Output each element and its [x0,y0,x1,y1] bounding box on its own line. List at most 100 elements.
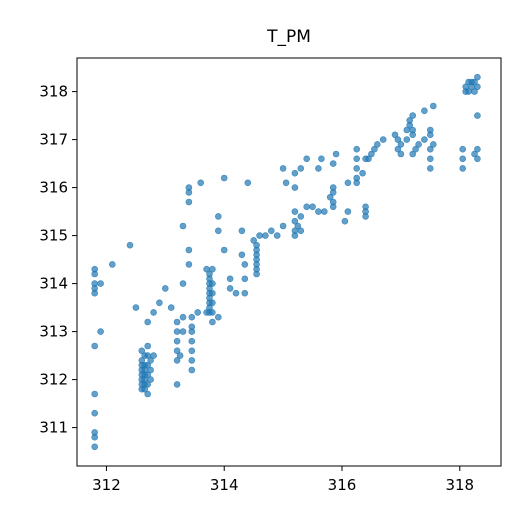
scatter-point [297,213,305,220]
scatter-point [176,352,184,359]
scatter-point [91,409,98,417]
scatter-point [394,136,402,143]
scatter-point [147,366,154,374]
scatter-point [138,357,146,364]
scatter-point [332,150,340,158]
scatter-point [179,280,187,287]
scatter-point [179,328,187,335]
scatter-point [220,246,228,254]
scatter-point [315,208,322,215]
scatter-point [315,165,322,172]
scatter-point [474,112,481,119]
scatter-point [397,141,405,148]
scatter-point [232,289,240,297]
chart-title: T_PM [266,27,311,47]
scatter-point [144,390,151,398]
scatter-point [426,145,434,153]
scatter-point [144,342,151,350]
scatter-point [91,443,98,451]
scatter-point [215,227,222,235]
scatter-point [91,280,98,287]
scatter-point [409,150,417,158]
scatter-point [185,261,193,268]
scatter-point [238,251,246,259]
scatter-point [426,126,434,134]
scatter-point [179,222,187,230]
scatter-point [244,179,252,187]
scatter-point [267,227,275,235]
y-tick-label: 316 [39,179,68,197]
y-tick-label: 318 [39,83,68,101]
scatter-point [359,169,366,177]
scatter-point [188,357,196,364]
scatter-point [429,102,437,110]
scatter-point [147,376,154,383]
scatter-point [206,270,213,278]
y-tick-label: 317 [39,131,68,149]
scatter-point [273,232,281,239]
scatter-point [415,141,422,148]
x-tick-label: 312 [92,476,121,494]
scatter-point [209,299,216,307]
scatter-point [303,203,311,211]
scatter-point [320,208,328,215]
scatter-point [474,155,481,163]
scatter-point [291,208,299,215]
scatter-point [215,213,222,220]
scatter-point [241,289,249,297]
scatter-point [329,160,337,167]
scatter-point [282,179,290,187]
scatter-point [362,203,369,211]
scatter-point [253,241,260,249]
scatter-point [150,309,157,316]
scatter-point [471,88,478,95]
scatter-point [344,208,352,215]
scatter-point [291,184,299,191]
scatter-point [144,361,151,369]
scatter-point [344,179,352,187]
scatter-point [144,381,151,388]
scatter-point [188,337,196,345]
scatter-point [91,265,98,273]
scatter-point [279,165,287,172]
scatter-point [341,217,349,225]
scatter-point [353,174,361,182]
scatter-point [329,198,337,206]
scatter-point [215,313,222,321]
scatter-point [147,357,154,364]
scatter-point [209,265,216,273]
scatter-point [173,318,181,326]
scatter-point [197,179,204,187]
scatter-point [226,275,234,283]
scatter-point [132,304,140,311]
scatter-point [97,328,104,335]
x-tick-label: 318 [445,476,474,494]
scatter-point [173,381,181,388]
scatter-point [144,371,151,379]
scatter-point [238,227,246,235]
scatter-point [188,347,196,355]
scatter-point [226,285,234,292]
scatter-point [188,323,196,331]
scatter-point [188,313,196,321]
scatter-point [173,357,181,364]
scatter-point [406,117,414,124]
y-tick-label: 312 [39,371,68,389]
scatter-point [91,390,98,398]
scatter-point [394,145,402,153]
scatter-point [179,313,187,321]
x-tick-label: 316 [328,476,357,494]
y-tick-label: 311 [39,419,68,437]
scatter-point [421,107,428,115]
scatter-point [426,165,434,172]
scatter-point [209,280,216,287]
scatter-point [185,184,193,191]
scatter-point [279,222,287,230]
y-tick-label: 314 [39,275,68,293]
scatter-point [97,280,104,287]
scatter-point [459,145,467,153]
scatter-point [162,285,169,292]
scatter-point [126,241,134,249]
scatter-point [262,232,269,239]
scatter-point [459,155,467,163]
